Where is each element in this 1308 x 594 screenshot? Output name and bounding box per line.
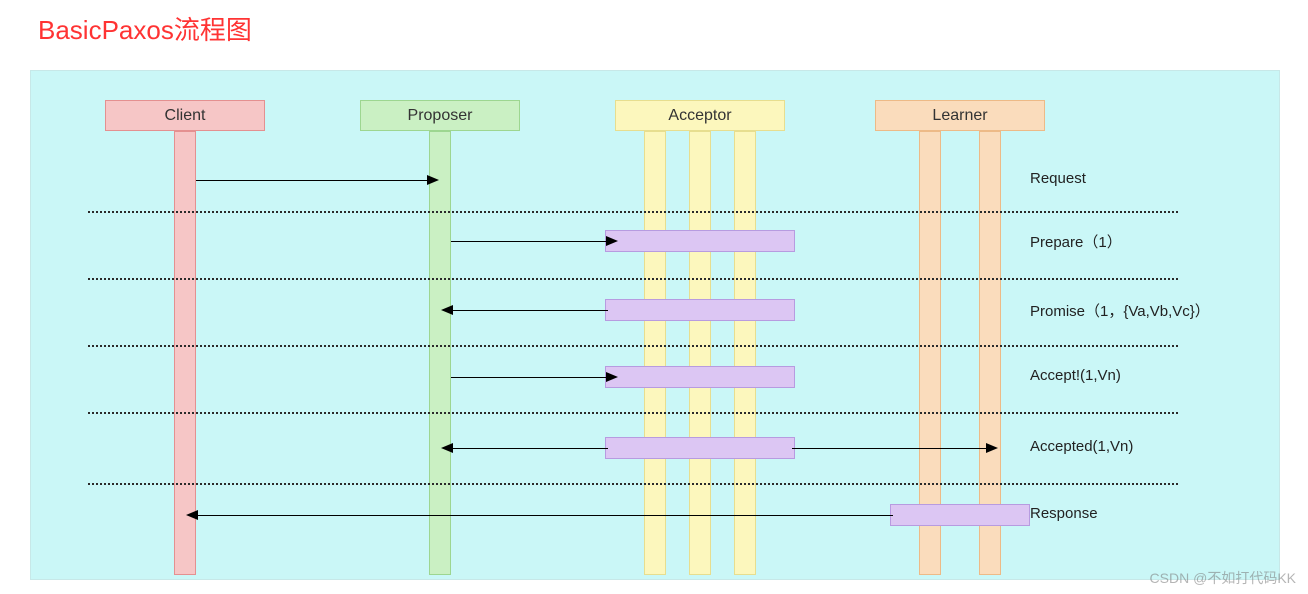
actor-header-learner: Learner	[875, 100, 1045, 131]
phase-divider	[88, 345, 1178, 347]
arrow-head-right	[986, 443, 998, 453]
actor-header-acceptor: Acceptor	[615, 100, 785, 131]
lifeline-acceptor	[689, 131, 711, 575]
activation-bar	[605, 366, 795, 388]
message-arrow	[451, 241, 608, 242]
lifeline-acceptor	[644, 131, 666, 575]
actor-header-proposer: Proposer	[360, 100, 520, 131]
actor-header-client: Client	[105, 100, 265, 131]
watermark-text: CSDN @不如打代码KK	[1150, 568, 1296, 588]
message-arrow	[451, 448, 608, 449]
message-arrow	[792, 448, 988, 449]
lifeline-proposer	[429, 131, 451, 575]
activation-bar	[605, 230, 795, 252]
activation-bar	[605, 299, 795, 321]
arrow-head-left	[186, 510, 198, 520]
phase-divider	[88, 483, 1178, 485]
activation-bar	[890, 504, 1030, 526]
phase-divider	[88, 211, 1178, 213]
phase-label: Accepted(1,Vn)	[1030, 438, 1133, 455]
lifeline-acceptor	[734, 131, 756, 575]
phase-label: Promise（1，{Va,Vb,Vc}）	[1030, 300, 1210, 321]
message-arrow	[196, 180, 429, 181]
diagram-title: BasicPaxos流程图	[38, 10, 252, 47]
message-arrow	[196, 515, 893, 516]
activation-bar	[605, 437, 795, 459]
arrow-head-right	[427, 175, 439, 185]
arrow-head-left	[441, 305, 453, 315]
phase-divider	[88, 278, 1178, 280]
phase-label: Response	[1030, 505, 1098, 522]
message-arrow	[451, 377, 608, 378]
arrow-head-right	[606, 236, 618, 246]
arrow-head-left	[441, 443, 453, 453]
page-root: BasicPaxos流程图 Client Proposer Acceptor Lear…	[0, 0, 1308, 594]
phase-label: Accept!(1,Vn)	[1030, 367, 1121, 384]
lifeline-client	[174, 131, 196, 575]
phase-label: Prepare（1）	[1030, 231, 1122, 252]
arrow-head-right	[606, 372, 618, 382]
phase-divider	[88, 412, 1178, 414]
phase-label: Request	[1030, 170, 1086, 187]
message-arrow	[451, 310, 608, 311]
